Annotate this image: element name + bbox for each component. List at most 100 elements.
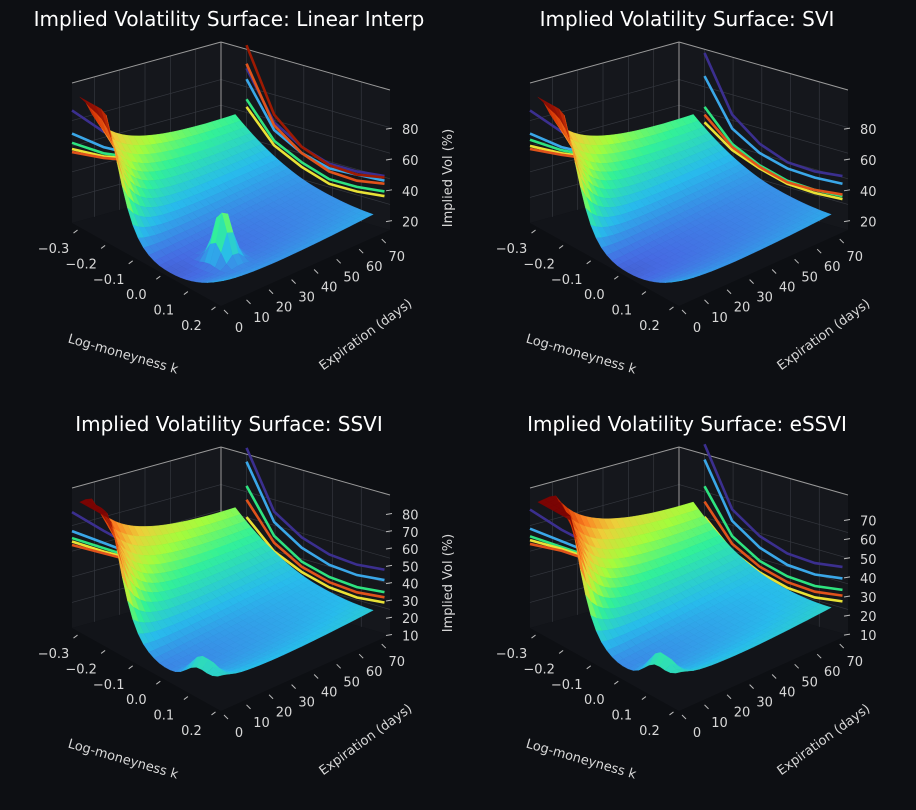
z-tick-label: 60 [860, 534, 877, 549]
z-tick-mark [385, 582, 393, 585]
x-axis-label: Log-moneyness k [66, 332, 180, 378]
x-tick-mark [669, 711, 674, 716]
y-tick-mark [816, 248, 822, 254]
z-axis-label: Implied Vol (%) [441, 534, 456, 632]
z-tick-mark [843, 557, 851, 560]
x-tick-mark [73, 229, 78, 234]
wall-curve [245, 499, 385, 599]
x-tick-mark [641, 291, 647, 295]
z-tick-label: 60 [402, 543, 419, 558]
surface-cell [669, 669, 683, 674]
y-tick-mark [381, 643, 387, 649]
z-tick-label: 40 [402, 578, 419, 593]
wall-curves-k [703, 52, 843, 201]
wall-curve [703, 443, 843, 569]
x-tick-label: −0.1 [551, 678, 583, 693]
x-tick-label: 0.2 [639, 724, 660, 739]
y-tick-label: 60 [366, 665, 383, 680]
y-tick-label: 50 [343, 675, 360, 690]
y-tick-mark [223, 714, 229, 720]
x-tick-label: −0.2 [65, 257, 97, 272]
y-axis-label: Expiration (days) [775, 701, 874, 778]
y-tick-label: 0 [693, 321, 701, 336]
z-tick-mark [385, 564, 393, 567]
y-tick-label: 60 [366, 260, 383, 275]
x-axis-label: Log-moneyness k [524, 737, 638, 783]
x-axis-label: Log-moneyness k [66, 737, 180, 783]
y-tick-label: 10 [253, 716, 270, 731]
y-tick-label: 50 [801, 270, 818, 285]
x-tick-label: 0.0 [584, 288, 605, 303]
y-tick-mark [726, 289, 732, 295]
y-tick-label: 20 [276, 301, 293, 316]
z-tick-mark [843, 127, 851, 130]
z-tick-label: 20 [860, 610, 877, 625]
surface-cell [212, 280, 224, 283]
z-axis: 10 20 30 40 50 60 70 [843, 515, 877, 644]
x-tick-label: −0.1 [551, 273, 583, 288]
z-tick-label: 40 [402, 185, 419, 200]
wall-curve [703, 75, 843, 186]
x-tick-mark [558, 650, 564, 654]
x-tick-label: −0.3 [496, 242, 528, 257]
chart-svg: Implied Volatility Surface: SVI −0.3−0.2−… [496, 7, 877, 378]
x-tick-mark [211, 711, 216, 716]
z-tick-label: 10 [860, 629, 877, 644]
y-tick-label: 60 [824, 260, 841, 275]
y-tick-mark [839, 238, 845, 244]
z-tick-label: 50 [402, 560, 419, 575]
wall-curve [245, 98, 385, 193]
x-tick-mark [613, 680, 619, 685]
y-tick-mark [726, 694, 732, 700]
x-tick-mark [558, 245, 564, 249]
y-tick-mark [291, 279, 296, 284]
z-tick-mark [385, 127, 393, 130]
z-tick-label: 50 [860, 553, 877, 568]
y-axis-label: Expiration (days) [317, 296, 416, 373]
y-tick-mark [358, 653, 364, 659]
y-tick-mark [313, 269, 319, 274]
y-axis-label: Expiration (days) [775, 296, 874, 373]
y-tick-mark [223, 309, 229, 315]
z-tick-mark [385, 616, 393, 619]
y-tick-label: 10 [711, 716, 728, 731]
y-tick-label: 60 [824, 665, 841, 680]
x-tick-mark [211, 306, 216, 311]
chart-title: Implied Volatility Surface: eSSVI [527, 412, 847, 436]
y-tick-mark [381, 238, 387, 244]
y-tick-label: 40 [321, 280, 338, 295]
y-tick-label: 30 [298, 696, 315, 711]
y-tick-label: 70 [388, 250, 405, 265]
wall-curve [703, 113, 843, 196]
z-tick-label: 40 [860, 572, 877, 587]
z-tick-mark [843, 633, 851, 636]
z-tick-label: 70 [402, 526, 419, 541]
x-tick-mark [586, 260, 592, 265]
y-tick-mark [291, 684, 296, 689]
z-tick-label: 80 [860, 123, 877, 138]
y-tick-label: 40 [779, 280, 796, 295]
chart-panel-essvi: Implied Volatility Surface: eSSVI −0.3 −0.… [458, 405, 916, 810]
y-axis-label: Expiration (days) [317, 701, 416, 778]
x-tick-mark [531, 634, 536, 639]
z-tick-mark [843, 158, 851, 161]
y-tick-label: 40 [779, 685, 796, 700]
x-tick-mark [100, 650, 106, 654]
iv-surface [537, 96, 832, 283]
x-tick-mark [669, 306, 674, 311]
surface-cell [670, 280, 682, 283]
chart-panel-linear: Implied Volatility Surface: Linear Inter… [0, 0, 458, 405]
y-tick-mark [268, 694, 274, 700]
y-tick-mark [681, 309, 687, 315]
wall-curves-k [245, 447, 385, 604]
z-axis: 20 40 60 80 Implied Vol (%) [385, 123, 456, 231]
chart-svg: Implied Volatility Surface: Linear Inter… [34, 7, 456, 378]
y-tick-label: 30 [298, 291, 315, 306]
x-tick-label: −0.2 [523, 662, 555, 677]
x-tick-label: 0.0 [584, 693, 605, 708]
y-tick-label: 0 [235, 321, 243, 336]
z-tick-mark [385, 530, 393, 533]
iv-surface [79, 96, 374, 283]
y-tick-mark [704, 299, 709, 305]
x-tick-mark [586, 665, 592, 670]
